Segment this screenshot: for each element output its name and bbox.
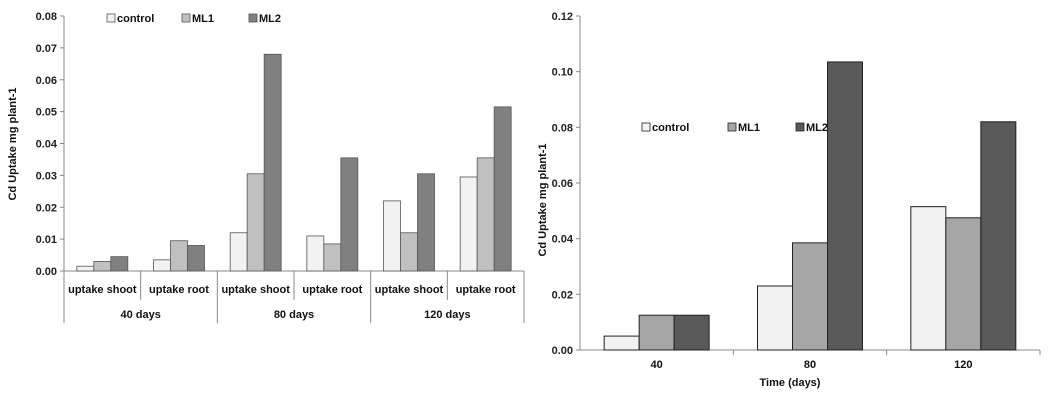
bar-ML2 xyxy=(417,173,435,272)
x-tick-label: 80 xyxy=(804,359,816,371)
bar-ML2 xyxy=(980,121,1017,351)
y-tick-label: 0.05 xyxy=(36,107,57,119)
y-tick-label: 0.03 xyxy=(36,170,57,182)
y-tick-label: 0.08 xyxy=(552,122,573,134)
bar-ML2 xyxy=(673,314,710,351)
x-subcategory-label: uptake shoot xyxy=(375,284,444,296)
y-tick-label: 0.12 xyxy=(552,11,573,23)
x-subcategory-label: uptake shoot xyxy=(221,284,290,296)
x-subcategory-label: uptake root xyxy=(302,284,362,296)
legend-swatch xyxy=(727,122,737,132)
bar-control xyxy=(306,235,325,272)
y-tick-label: 0.06 xyxy=(36,75,57,87)
legend-swatch xyxy=(641,122,651,132)
legend-swatch xyxy=(106,13,116,23)
bar-ML1 xyxy=(476,157,495,272)
bar-control xyxy=(383,200,401,272)
x-subcategory-label: uptake root xyxy=(149,284,209,296)
y-tick-label: 0.02 xyxy=(36,202,57,214)
y-axis-label: Cd Uptake mg plant-1 xyxy=(7,87,19,200)
legend-label: control xyxy=(652,122,689,134)
bar-ML2 xyxy=(263,53,282,272)
bar-ML1 xyxy=(400,232,418,272)
legend-swatch xyxy=(248,13,258,23)
bar-ML2 xyxy=(187,245,205,272)
y-axis-label: Cd Uptake mg plant-1 xyxy=(537,143,549,256)
x-group-label: 120 days xyxy=(424,309,470,321)
y-tick-label: 0.08 xyxy=(36,11,57,23)
legend-label: ML1 xyxy=(192,13,214,25)
y-tick-label: 0.10 xyxy=(552,67,573,79)
y-tick-label: 0.01 xyxy=(36,234,57,246)
x-group-label: 40 days xyxy=(120,309,160,321)
bar-ML1 xyxy=(170,240,188,272)
bar-control xyxy=(229,232,248,272)
legend-label: ML2 xyxy=(806,122,828,134)
y-tick-label: 0.04 xyxy=(552,234,574,246)
bar-ML1 xyxy=(323,243,342,272)
legend-label: ML2 xyxy=(259,13,281,25)
bar-control xyxy=(153,259,171,272)
x-tick-label: 120 xyxy=(954,359,972,371)
legend-swatch xyxy=(181,13,191,23)
legend-swatch xyxy=(795,122,805,132)
y-tick-label: 0.07 xyxy=(36,43,57,55)
bar-control xyxy=(603,335,640,351)
x-subcategory-label: uptake shoot xyxy=(68,284,137,296)
chart-uptake-by-time: Cd Uptake mg plant-1 Time (days) 0.00 0.0… xyxy=(537,11,1041,389)
bar-ML1 xyxy=(246,173,265,272)
y-tick-label: 0.02 xyxy=(552,289,573,301)
x-tick-label: 40 xyxy=(651,359,663,371)
y-tick-label: 0.00 xyxy=(36,266,57,278)
y-tick-label: 0.04 xyxy=(36,139,58,151)
bar-ML1 xyxy=(792,242,828,351)
bar-ML1 xyxy=(93,261,112,272)
x-subcategory-label: uptake root xyxy=(456,284,516,296)
bar-ML2 xyxy=(340,157,359,272)
legend-label: ML1 xyxy=(738,122,760,134)
y-tick-label: 0.00 xyxy=(552,345,573,357)
chart-uptake-by-part: Cd Uptake mg plant-1 0.00 0.01 0.02 0.03 0.0… xyxy=(7,11,525,323)
bar-ML2 xyxy=(827,61,863,351)
bar-control xyxy=(76,265,95,272)
bar-ML1 xyxy=(945,217,982,351)
bar-ML2 xyxy=(493,106,512,272)
bar-ML1 xyxy=(638,314,675,351)
y-tick-label: 0.06 xyxy=(552,178,573,190)
x-axis-label: Time (days) xyxy=(760,377,821,389)
legend-label: control xyxy=(117,13,154,25)
bar-control xyxy=(459,176,478,272)
bar-control xyxy=(910,206,947,351)
bar-ML2 xyxy=(110,256,129,272)
bar-control xyxy=(757,285,793,351)
x-group-label: 80 days xyxy=(274,309,314,321)
